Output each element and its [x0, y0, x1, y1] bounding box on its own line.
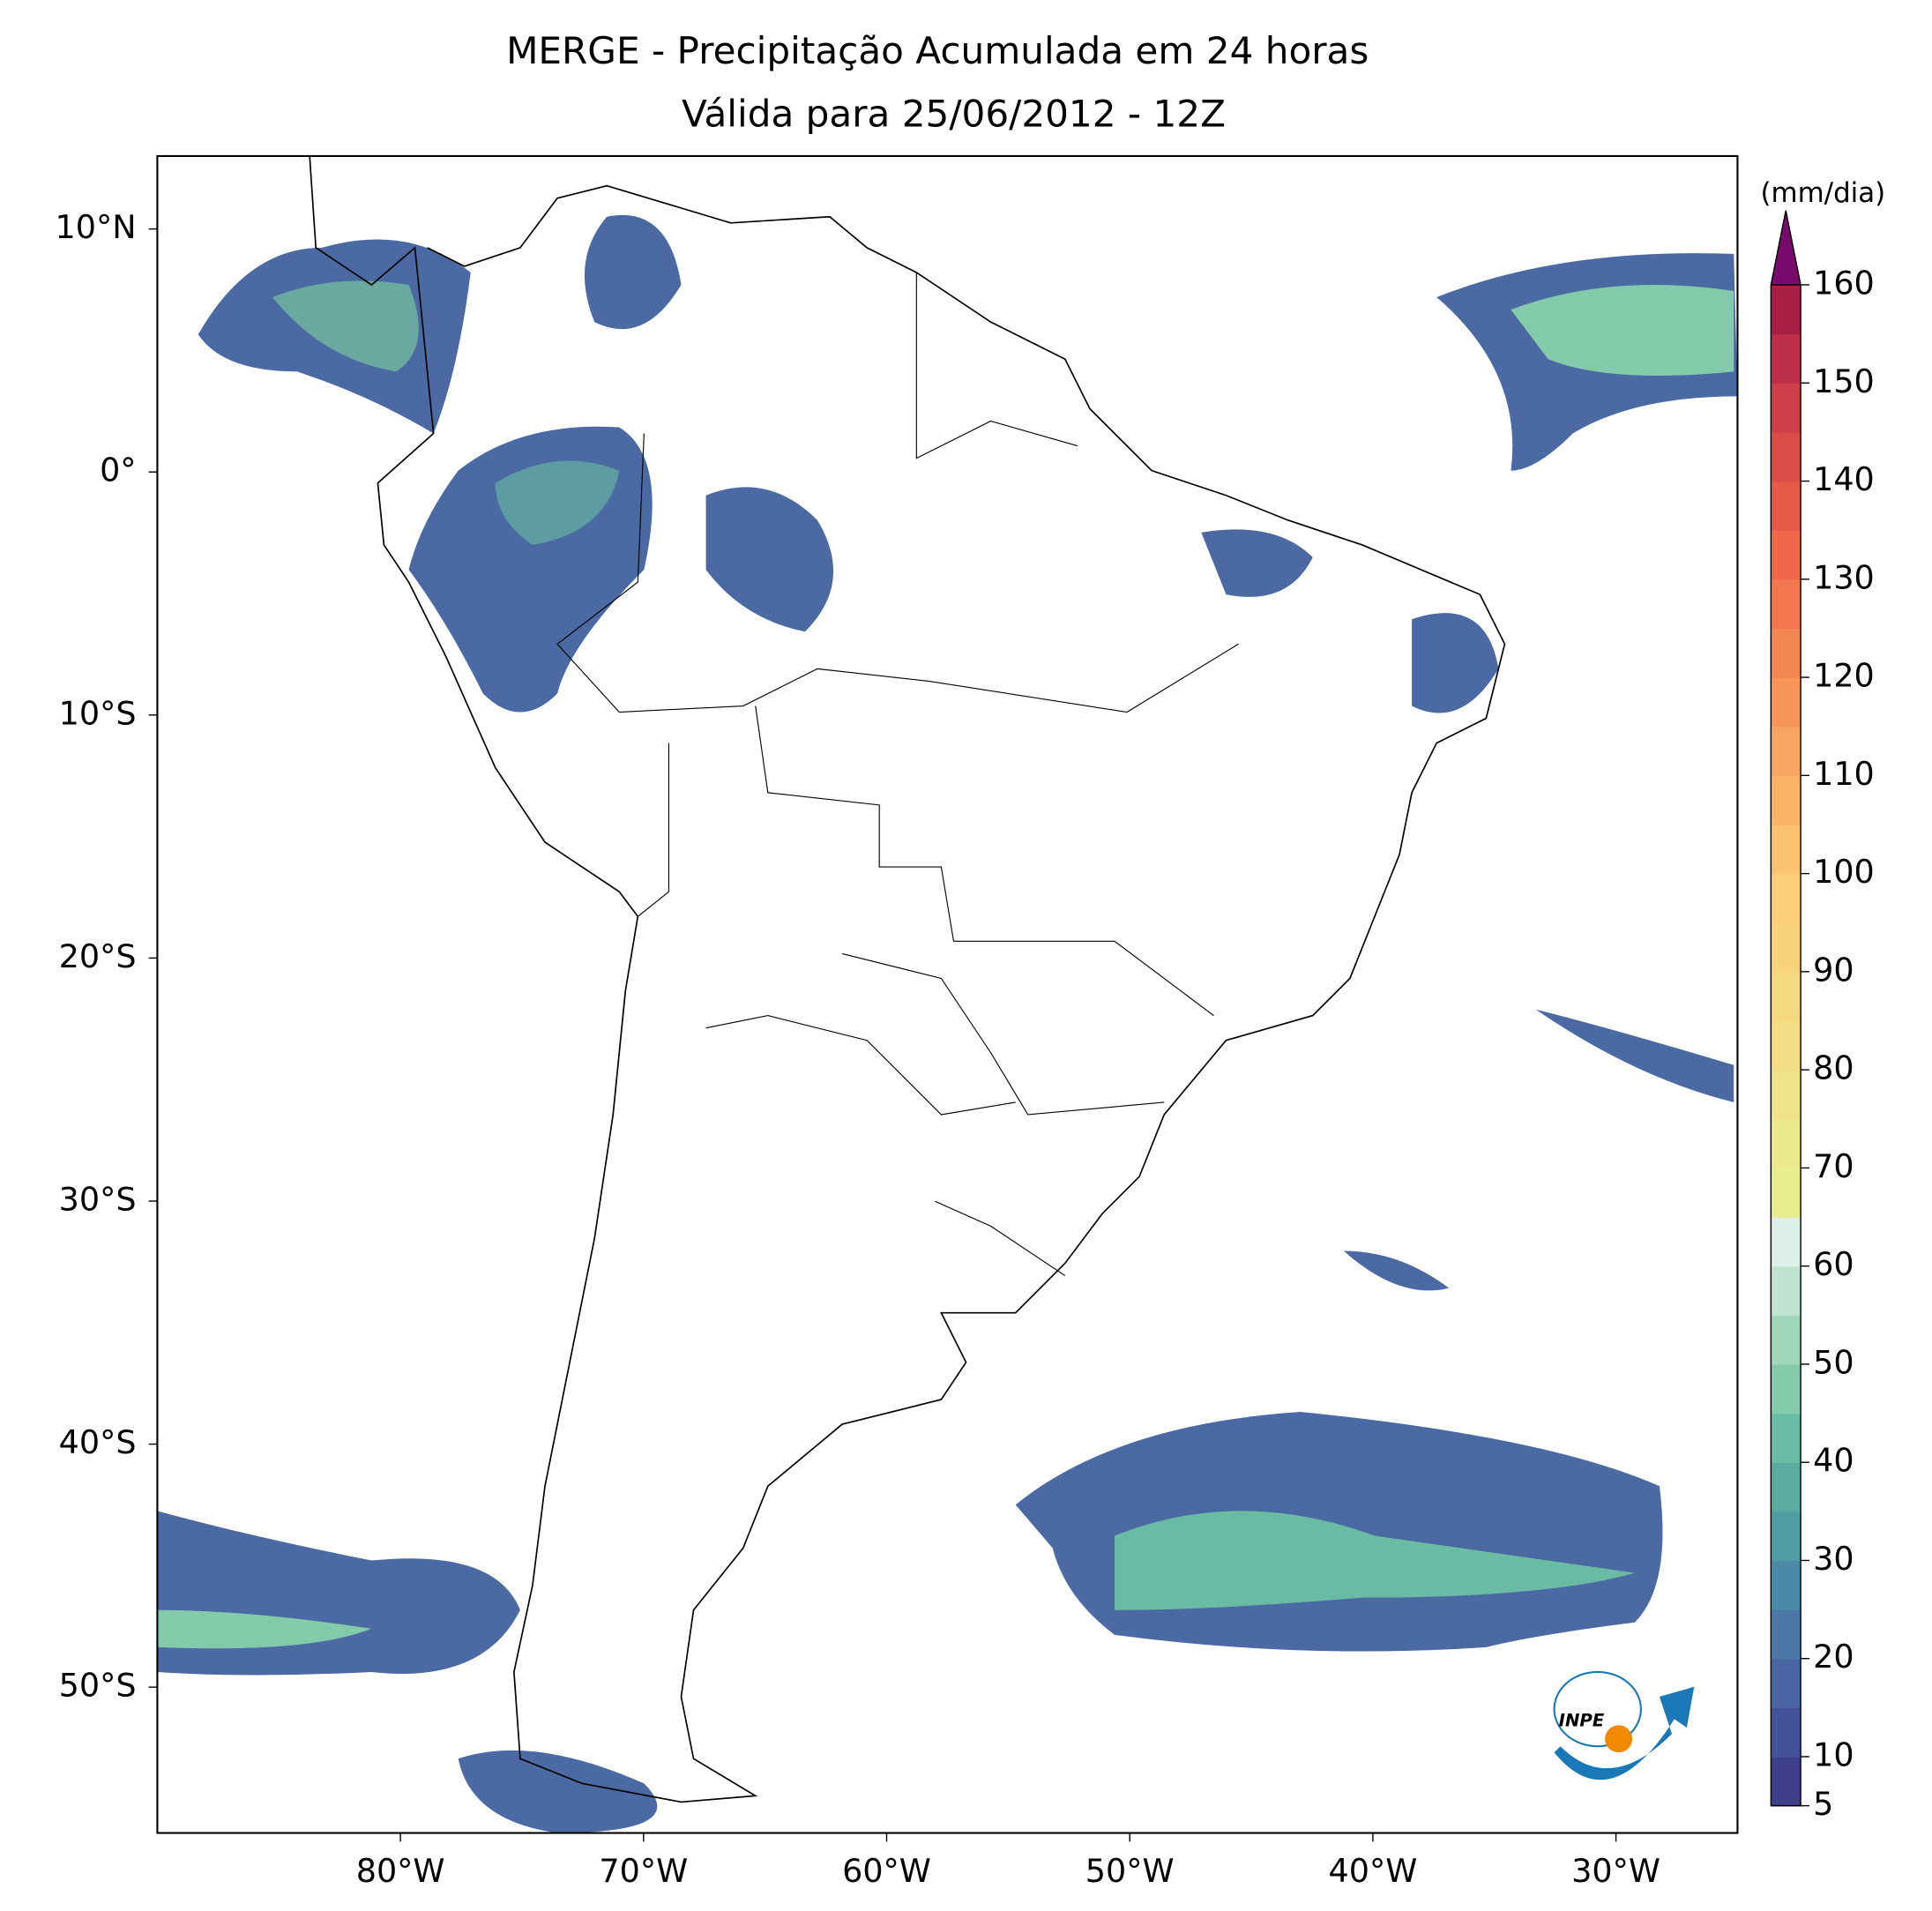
coastline [309, 155, 1506, 1803]
x-tick-label: 80°W [356, 1852, 445, 1890]
y-tick-label: 10°S [59, 694, 137, 732]
colorbar-tick-label: 140 [1813, 460, 1875, 498]
colorbar-band [1771, 1070, 1801, 1120]
colorbar-tick-label: 10 [1813, 1736, 1854, 1773]
y-tick-label: 10°N [56, 208, 137, 246]
colorbar-band [1771, 1020, 1801, 1071]
precipitation [157, 214, 1738, 1833]
colorbar-band [1771, 1560, 1801, 1610]
colorbar-band [1771, 824, 1801, 875]
colorbar-band [1771, 579, 1801, 630]
colorbar-extend [1770, 210, 1801, 286]
map-frame [156, 154, 1739, 1834]
colorbar-band [1771, 971, 1801, 1022]
colorbar-band [1771, 285, 1801, 335]
colorbar-band [1771, 1756, 1801, 1807]
colorbar-band [1771, 1118, 1801, 1169]
colorbar-tick-label: 90 [1813, 951, 1854, 989]
colorbar-band [1771, 1315, 1801, 1365]
colorbar-tick-label: 80 [1813, 1049, 1854, 1087]
colorbar-tick-label: 160 [1813, 265, 1875, 302]
x-tick-label: 50°W [1085, 1852, 1175, 1890]
colorbar-band [1771, 431, 1801, 482]
x-tick-label: 60°W [842, 1852, 931, 1890]
title: MERGE - Precipitação Acumulada em 24 hor… [506, 29, 1369, 72]
colorbar-band [1771, 1707, 1801, 1758]
x-tick-label: 70°W [599, 1852, 688, 1890]
colorbar-band [1771, 726, 1801, 777]
colorbar-tick-label: 130 [1813, 558, 1875, 596]
colorbar-band [1771, 333, 1801, 384]
colorbar-band [1771, 530, 1801, 580]
inpe-logo: INPE [1553, 1670, 1695, 1780]
colorbar-tick-label: 40 [1813, 1442, 1854, 1480]
colorbar-tick-label: 120 [1813, 657, 1875, 695]
colorbar-band [1771, 1413, 1801, 1463]
colorbar-tick-label: 30 [1813, 1540, 1854, 1578]
colorbar-band [1771, 1363, 1801, 1415]
colorbar-tick-label: 50 [1813, 1343, 1854, 1381]
colorbar-band [1771, 481, 1801, 531]
colorbar-band [1771, 1511, 1801, 1562]
colorbar-band [1771, 628, 1801, 678]
colorbar-band [1771, 1609, 1801, 1660]
colorbar-label: (mm/dia) [1760, 177, 1885, 209]
colorbar-tick-label: 150 [1813, 362, 1875, 400]
logo-text: INPE [1559, 1711, 1605, 1731]
borders [556, 272, 1239, 1277]
colorbar-band [1771, 775, 1801, 825]
map [156, 154, 1739, 1834]
x-tick-label: 40°W [1329, 1852, 1418, 1890]
y-tick-label: 30°S [59, 1180, 137, 1218]
colorbar-band [1771, 1462, 1801, 1512]
colorbar-tick-label: 20 [1813, 1638, 1854, 1676]
colorbar-tick-label: 110 [1813, 755, 1875, 793]
x-tick-label: 30°W [1571, 1852, 1660, 1890]
colorbar-tick-label: 5 [1813, 1785, 1833, 1823]
colorbar-band [1771, 1265, 1801, 1317]
colorbar-tick-label: 100 [1813, 853, 1875, 891]
colorbar-band [1771, 1658, 1801, 1709]
y-tick-label: 50°S [59, 1667, 137, 1705]
y-tick-label: 40°S [59, 1423, 137, 1461]
y-tick-label: 20°S [59, 937, 137, 975]
colorbar-band [1771, 1168, 1801, 1218]
colorbar-tick-label: 70 [1813, 1147, 1854, 1185]
subtitle: Válida para 25/06/2012 - 12Z [682, 93, 1226, 136]
colorbar-tick-label: 60 [1813, 1245, 1854, 1283]
colorbar-band [1771, 922, 1801, 973]
y-tick-label: 0° [100, 452, 136, 489]
colorbar-frame [1770, 285, 1801, 1807]
colorbar-band [1771, 873, 1801, 923]
colorbar-band [1771, 677, 1801, 728]
colorbar-band [1771, 383, 1801, 433]
colorbar-band [1771, 1217, 1801, 1267]
